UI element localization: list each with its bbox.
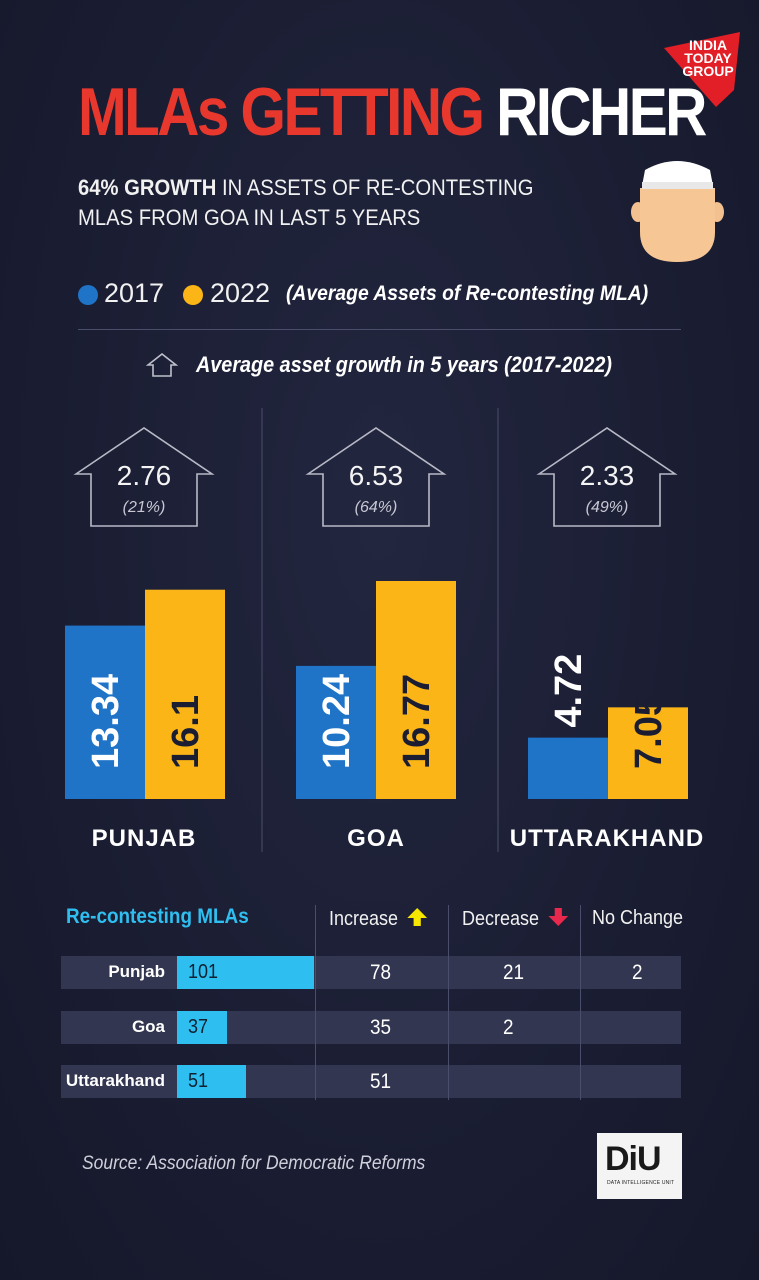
- subtitle: 64% GROWTH IN ASSETS OF RE-CONTESTING ML…: [78, 173, 533, 233]
- arrow-down-icon: [548, 908, 569, 926]
- diu-subtitle: DATA INTELLIGENCE UNIT: [607, 1180, 675, 1186]
- asset-bar-chart: 2.76 (21%) 13.34 16.1 PUNJAB 6.53 (64%) 10.24 16…: [65, 408, 705, 852]
- table-divider: [315, 905, 316, 1100]
- row-total: 101: [188, 961, 219, 983]
- table-divider: [580, 905, 581, 1100]
- legend-dot-2017: [78, 285, 98, 305]
- cell-no-change: 2: [632, 961, 643, 984]
- bar-2017-uttarakhand: [528, 737, 608, 799]
- legend-dot-2022: [183, 285, 203, 305]
- cell-increase: 35: [370, 1016, 392, 1039]
- row-state: Uttarakhand: [65, 1071, 165, 1090]
- subtitle-bold: 64% GROWTH: [78, 175, 217, 200]
- state-label: PUNJAB: [92, 825, 197, 852]
- state-label: GOA: [347, 825, 405, 852]
- politician-avatar-icon: [631, 161, 724, 262]
- subtitle-rest: IN ASSETS OF RE-CONTESTING: [216, 175, 534, 200]
- col-decrease: Decrease: [462, 907, 569, 931]
- row-state: Goa: [131, 1017, 165, 1036]
- state-label: UTTARAKHAND: [510, 825, 705, 852]
- bar-2022-goa: [376, 580, 456, 799]
- row-total-bar: [177, 1011, 228, 1044]
- bar-label: 10.24: [316, 674, 358, 769]
- row-total: 51: [188, 1070, 209, 1092]
- bar-label: 16.1: [165, 695, 207, 769]
- cell-decrease: 2: [503, 1016, 514, 1039]
- growth-caption: Average asset growth in 5 years (2017-20…: [196, 352, 613, 377]
- legend-note: (Average Assets of Re-contesting MLA): [286, 282, 649, 305]
- growth-house-icon: [73, 427, 215, 527]
- diu-mark: DiU: [605, 1140, 662, 1178]
- source-note: Source: Association for Democratic Refor…: [82, 1153, 426, 1174]
- col-increase: Increase: [329, 907, 428, 931]
- growth-percent: (64%): [355, 499, 398, 516]
- title-red: MLAs GETTING: [78, 74, 485, 150]
- row-state: Punjab: [108, 962, 165, 981]
- growth-percent: (21%): [123, 499, 166, 516]
- table-row: [61, 1065, 681, 1098]
- legend-2022: 2022: [210, 278, 271, 308]
- table-row: [61, 1011, 681, 1044]
- bar-2017-punjab: [65, 625, 145, 799]
- legend-2017: 2017: [104, 278, 165, 308]
- growth-house-icon: [536, 427, 678, 527]
- subtitle-line2: MLAS FROM GOA IN LAST 5 YEARS: [78, 205, 421, 230]
- bar-label: 4.72: [548, 654, 590, 728]
- bar-label: 16.77: [396, 674, 438, 769]
- col-no-change: No Change: [592, 907, 684, 929]
- bar-2022-uttarakhand: [608, 707, 688, 799]
- logo-text: INDIA TODAY GROUP: [682, 37, 734, 79]
- row-total: 37: [188, 1016, 209, 1038]
- table-divider: [448, 905, 449, 1100]
- row-total-bar: [177, 956, 314, 989]
- table-row: [61, 956, 681, 989]
- cell-decrease: 21: [503, 961, 525, 984]
- house-icon: [146, 352, 178, 377]
- bar-label: 7.05: [628, 695, 670, 769]
- india-today-logo-icon: [664, 32, 740, 107]
- diu-logo: [597, 1133, 682, 1199]
- growth-value: 2.76: [117, 460, 172, 491]
- col-decrease-label: Decrease: [462, 908, 540, 930]
- cell-increase: 51: [370, 1070, 392, 1093]
- cell-increase: 78: [370, 961, 392, 984]
- divider: [78, 329, 681, 330]
- bar-2022-punjab: [145, 589, 225, 799]
- growth-house-icon: [305, 427, 447, 527]
- growth-percent: (49%): [586, 499, 629, 516]
- growth-value: 6.53: [349, 460, 404, 491]
- bar-2017-goa: [296, 665, 376, 799]
- col-increase-label: Increase: [329, 908, 399, 930]
- arrow-up-icon: [407, 908, 428, 926]
- table-heading: Re-contesting MLAs: [66, 905, 249, 928]
- title-white: RICHER: [496, 74, 707, 150]
- page-title: MLAs GETTING RICHER: [78, 78, 707, 146]
- growth-value: 2.33: [580, 460, 635, 491]
- row-total-bar: [177, 1065, 247, 1098]
- bar-label: 13.34: [85, 674, 127, 769]
